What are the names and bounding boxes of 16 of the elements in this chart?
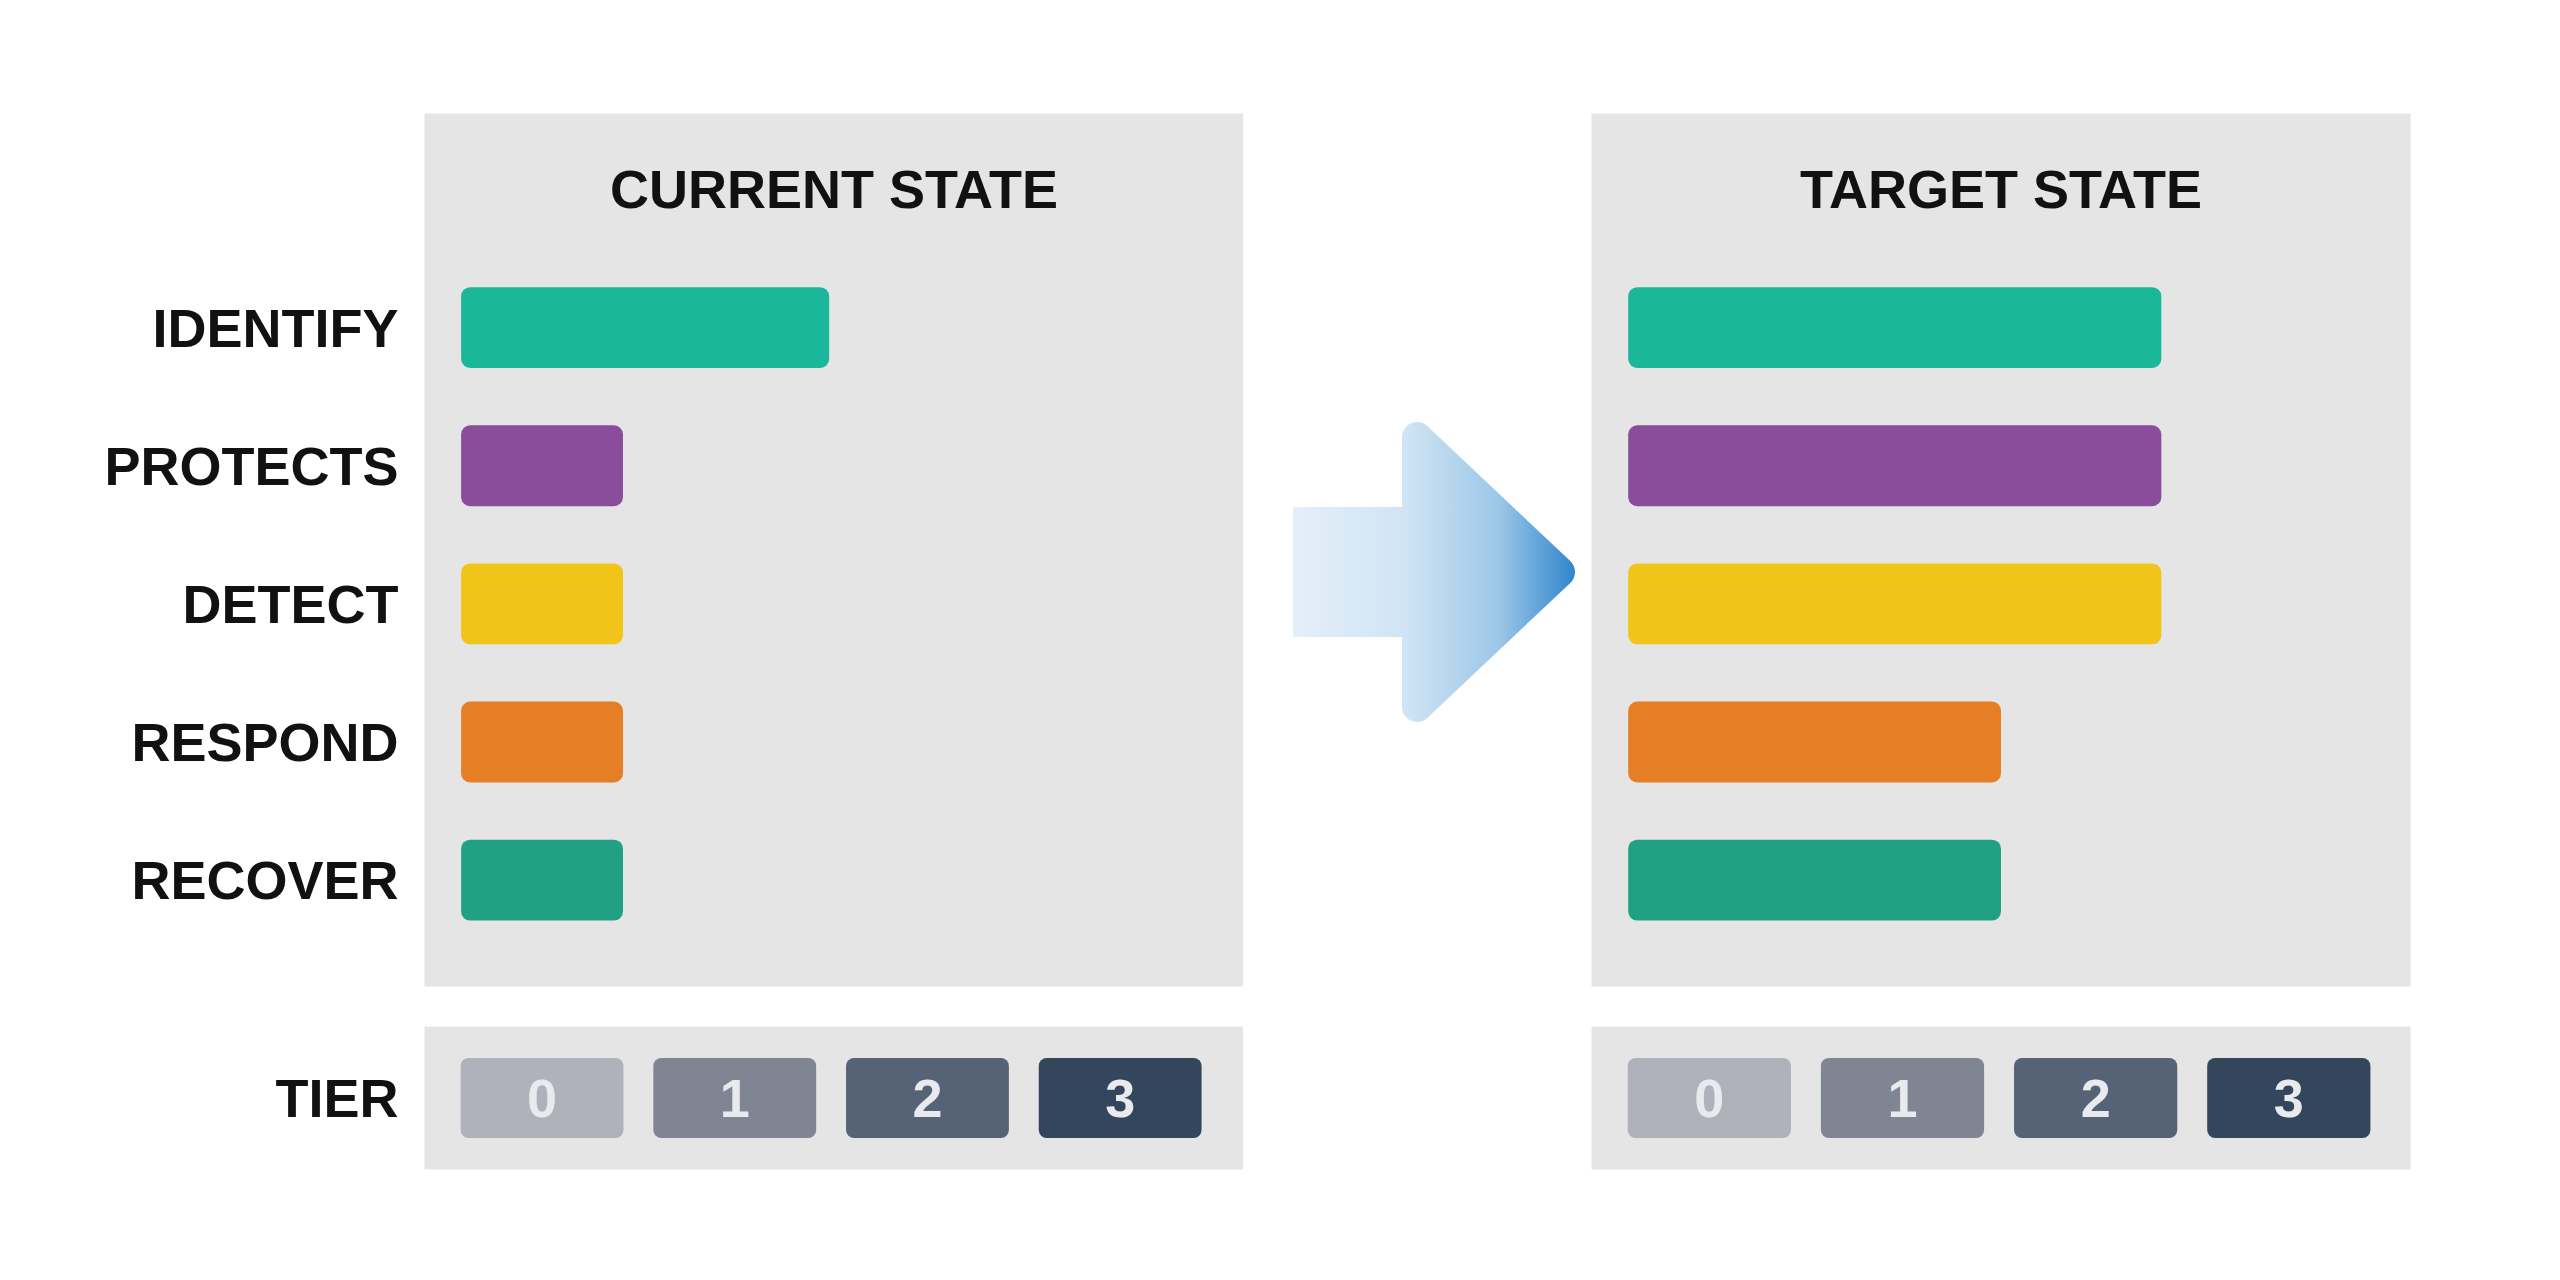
y-tick-label: IDENTIFY	[152, 297, 399, 358]
y-tick-label: DETECT	[182, 573, 399, 634]
x-tick-label: 3	[1105, 1067, 1136, 1128]
x-tick-label: 0	[527, 1067, 558, 1128]
chart-title: TARGET STATE	[1800, 159, 2202, 220]
y-tick-label: RECOVER	[131, 850, 399, 911]
x-tick-label: 0	[1694, 1067, 1725, 1128]
x-tick-label: 1	[1887, 1067, 1918, 1128]
y-tick-label: RESPOND	[131, 712, 399, 772]
x-axis-title: TIER	[275, 1068, 399, 1128]
x-tick-label: 2	[912, 1067, 943, 1128]
y-tick-label: PROTECTS	[104, 435, 399, 496]
x-tick-label: 2	[2080, 1067, 2111, 1128]
x-tick-label: 3	[2273, 1067, 2304, 1128]
x-tick-label: 1	[719, 1067, 750, 1128]
chart-title: CURRENT STATE	[610, 159, 1058, 220]
